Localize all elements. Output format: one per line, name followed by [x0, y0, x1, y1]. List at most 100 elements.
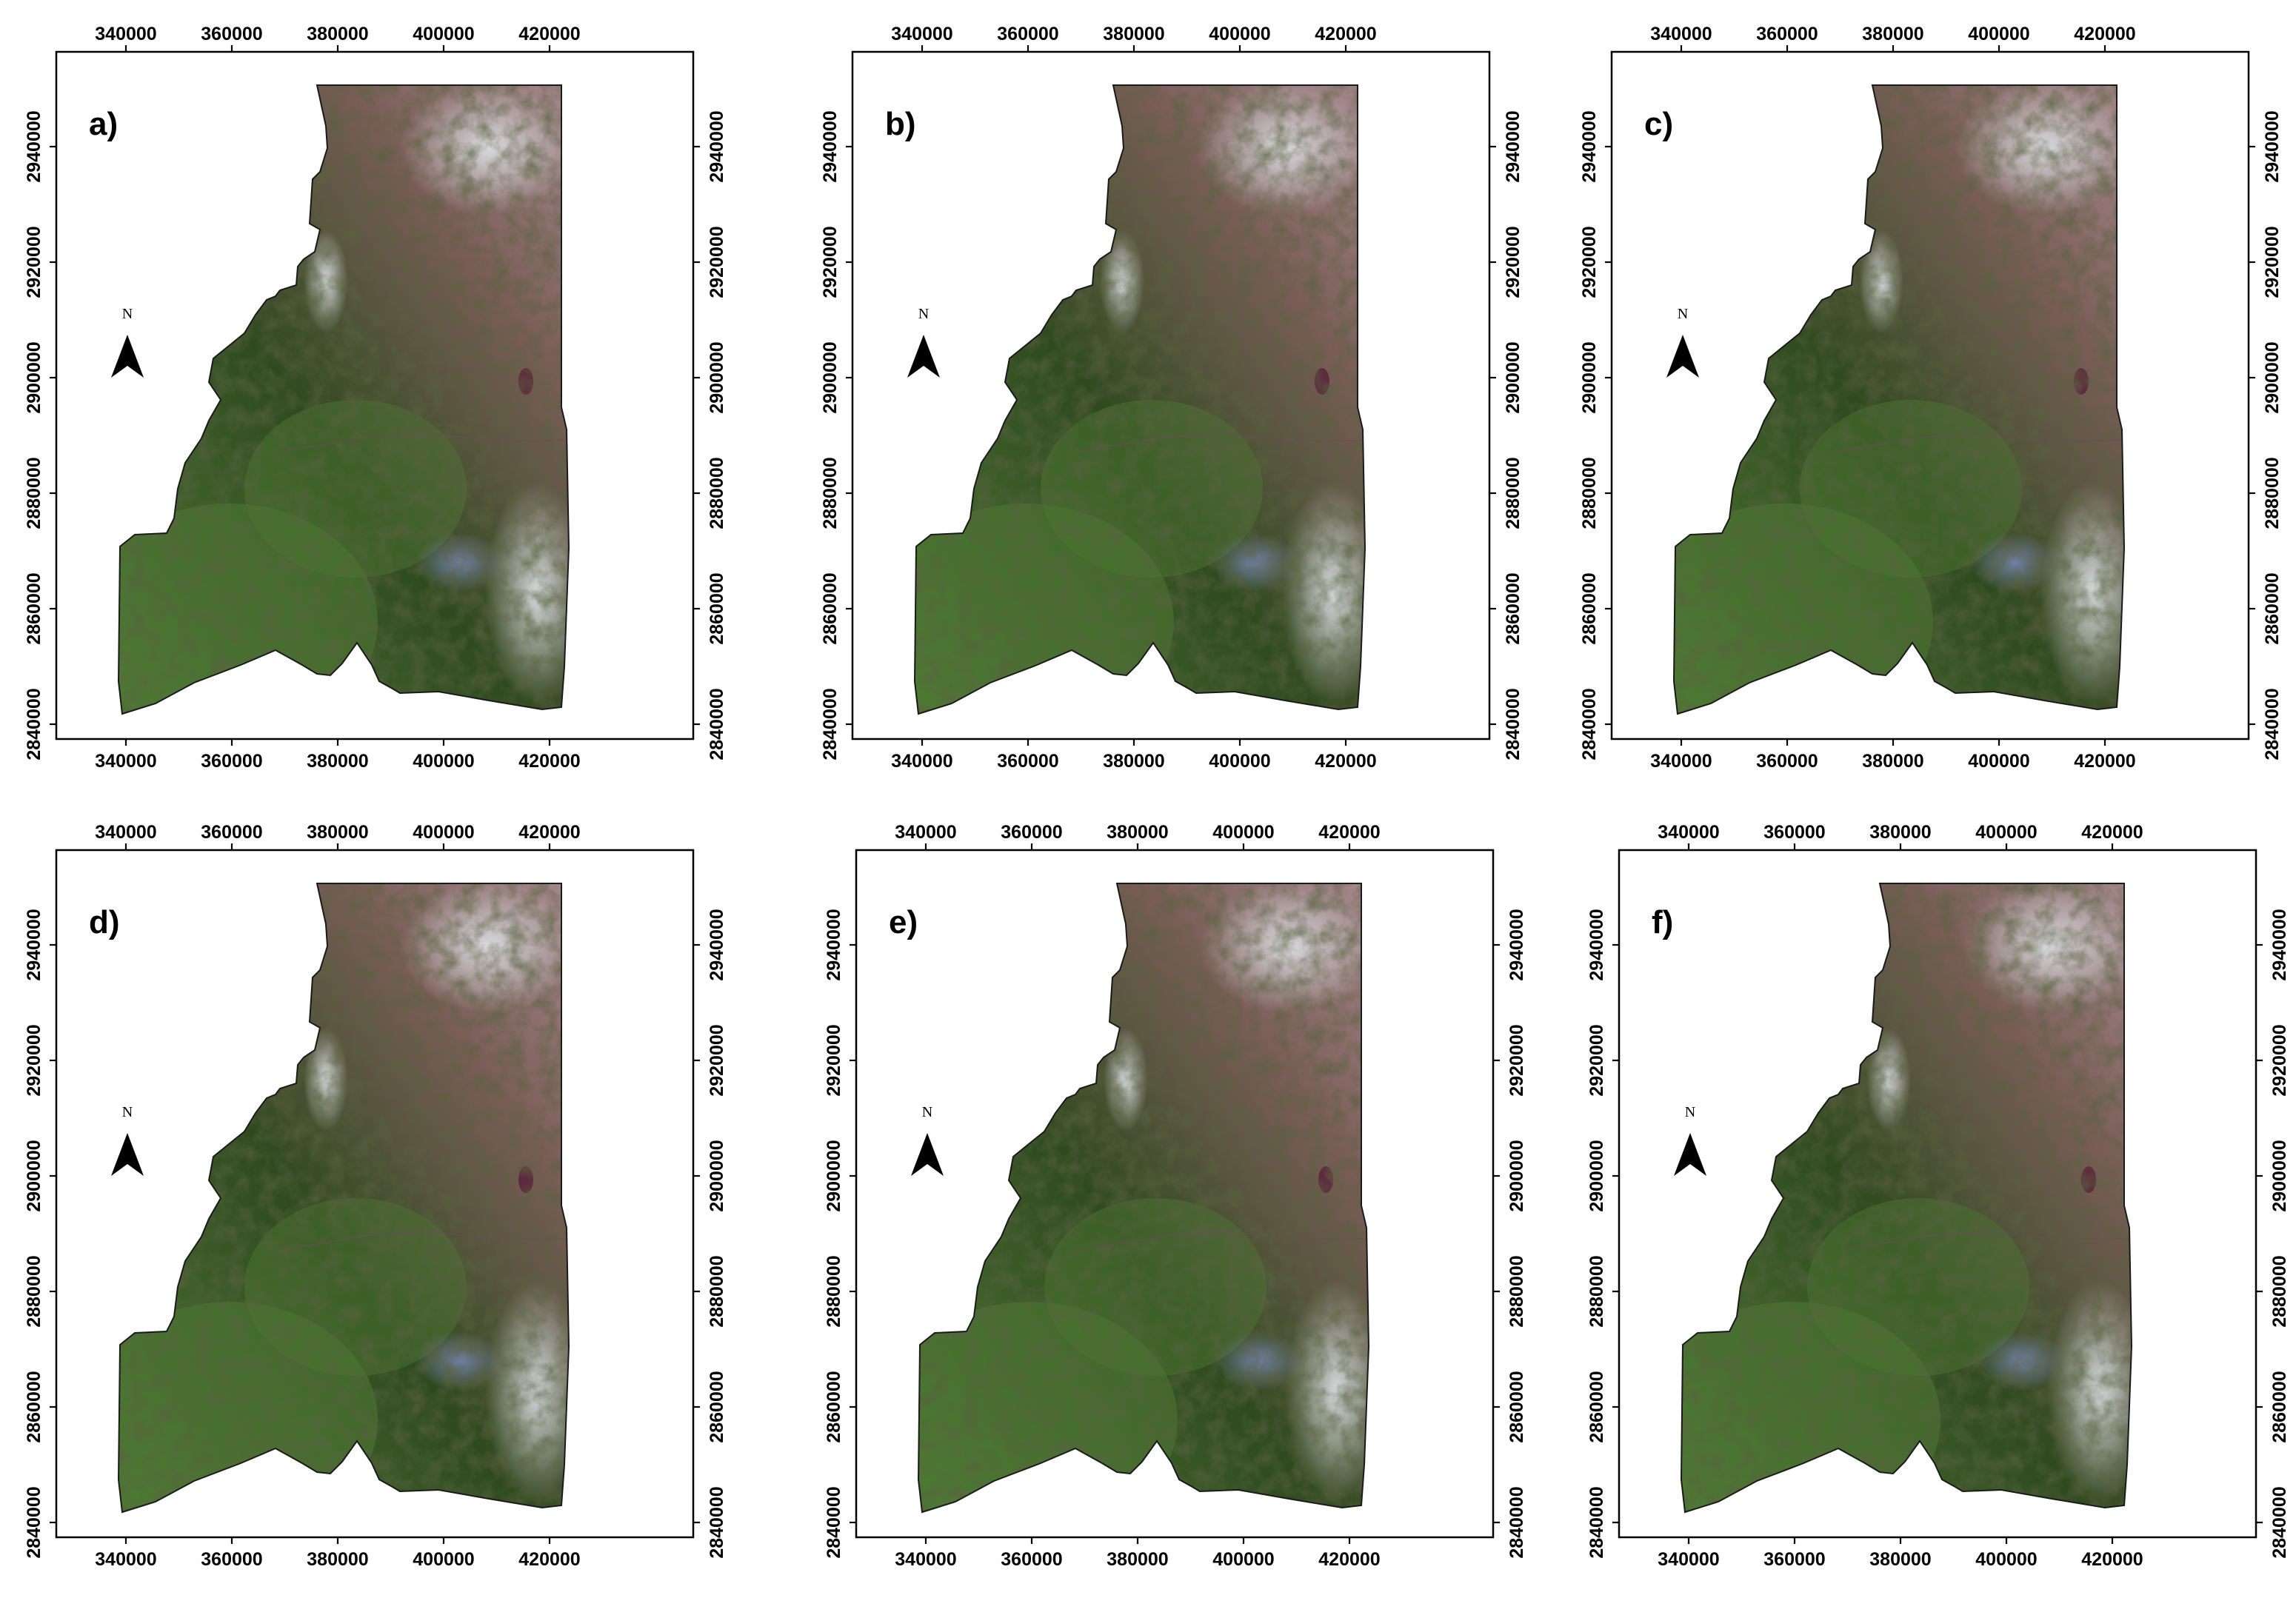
x-tick-label-bottom: 380000	[1869, 1549, 1931, 1570]
x-tick-label-bottom: 400000	[413, 1549, 474, 1570]
y-tick-label-left: 2900000	[24, 341, 44, 413]
x-tick-label-top: 380000	[307, 24, 368, 44]
map-panel-d: 340000 340000 360000 360000 380000 380000 4000…	[15, 813, 755, 1598]
y-tick-label-right: 2940000	[707, 909, 727, 980]
x-tick-label-bottom: 380000	[1107, 1549, 1168, 1570]
y-tick-label-left: 2840000	[820, 688, 841, 760]
x-tick-label-bottom: 420000	[2074, 751, 2135, 772]
y-tick-label-left: 2900000	[1586, 1140, 1607, 1211]
y-tick-label-right: 2900000	[2269, 1140, 2290, 1211]
x-tick-label-bottom: 360000	[997, 751, 1058, 772]
x-tick-label-bottom: 380000	[1103, 751, 1164, 772]
y-tick-label-right: 2920000	[707, 1024, 727, 1096]
study-area-boundary	[117, 883, 570, 1514]
y-tick-label-left: 2880000	[24, 1255, 44, 1327]
x-tick-label-top: 400000	[1975, 822, 2037, 843]
y-tick-label-right: 2840000	[2262, 688, 2283, 760]
y-tick-label-right: 2940000	[2262, 110, 2283, 182]
y-tick-label-left: 2880000	[824, 1255, 844, 1327]
y-tick-label-left: 2840000	[824, 1486, 844, 1558]
y-tick-label-right: 2900000	[707, 1140, 727, 1211]
x-tick-label-bottom: 420000	[1315, 751, 1376, 772]
y-tick-label-right: 2940000	[707, 110, 727, 182]
map-canvas: 340000 340000 360000 360000 380000 380000 4000…	[1579, 24, 2283, 772]
y-tick-label-right: 2880000	[707, 1255, 727, 1327]
y-tick-label-left: 2940000	[24, 110, 44, 182]
map-panel-e: 340000 340000 360000 360000 380000 380000 4000…	[815, 813, 1555, 1598]
x-tick-label-top: 340000	[95, 24, 156, 44]
map-canvas: 340000 340000 360000 360000 380000 380000 4000…	[24, 24, 727, 772]
x-tick-label-bottom: 380000	[307, 1549, 368, 1570]
y-tick-label-right: 2840000	[707, 1486, 727, 1558]
panel-label: a)	[89, 106, 118, 142]
north-arrow-icon: N	[1674, 1104, 1706, 1176]
x-tick-label-top: 400000	[1212, 822, 1274, 843]
y-tick-label-left: 2900000	[824, 1140, 844, 1211]
y-tick-label-left: 2880000	[820, 457, 841, 529]
y-tick-label-left: 2920000	[24, 226, 44, 298]
y-tick-label-left: 2900000	[24, 1140, 44, 1211]
y-tick-label-right: 2840000	[2269, 1486, 2290, 1558]
y-tick-label-right: 2920000	[2269, 1024, 2290, 1096]
x-tick-label-bottom: 400000	[1209, 751, 1270, 772]
north-arrow-icon: N	[911, 1104, 944, 1176]
x-tick-label-top: 360000	[1001, 822, 1062, 843]
y-tick-label-left: 2920000	[820, 226, 841, 298]
x-tick-label-top: 400000	[413, 822, 474, 843]
map-canvas: 340000 340000 360000 360000 380000 380000 4000…	[820, 24, 1524, 772]
map-panel-a: 340000 340000 360000 360000 380000 380000 4000…	[15, 15, 755, 800]
panel-label: c)	[1644, 106, 1673, 142]
y-tick-label-right: 2900000	[707, 341, 727, 413]
y-tick-label-right: 2920000	[707, 226, 727, 298]
y-tick-label-right: 2920000	[1503, 226, 1524, 298]
x-tick-label-top: 360000	[997, 24, 1058, 44]
x-tick-label-top: 400000	[413, 24, 474, 44]
y-tick-label-right: 2940000	[2269, 909, 2290, 980]
y-tick-label-left: 2840000	[1579, 688, 1600, 760]
x-tick-label-top: 420000	[2081, 822, 2143, 843]
study-area-boundary	[1680, 883, 2133, 1514]
x-tick-label-bottom: 420000	[2081, 1549, 2143, 1570]
panel-label: e)	[889, 904, 918, 940]
map-canvas: 340000 340000 360000 360000 380000 380000 4000…	[1586, 822, 2290, 1570]
y-tick-label-left: 2880000	[1579, 457, 1600, 529]
y-tick-label-left: 2900000	[820, 341, 841, 413]
y-tick-label-left: 2940000	[824, 909, 844, 980]
y-tick-label-right: 2900000	[1503, 341, 1524, 413]
y-tick-label-right: 2880000	[1503, 457, 1524, 529]
y-tick-label-left: 2920000	[1579, 226, 1600, 298]
x-tick-label-bottom: 340000	[895, 1549, 956, 1570]
x-tick-label-bottom: 400000	[1975, 1549, 2037, 1570]
x-tick-label-top: 340000	[891, 24, 952, 44]
panel-label: b)	[885, 106, 916, 142]
x-tick-label-bottom: 340000	[891, 751, 952, 772]
x-tick-label-bottom: 360000	[1001, 1549, 1062, 1570]
y-tick-label-right: 2920000	[2262, 226, 2283, 298]
x-tick-label-top: 420000	[518, 822, 580, 843]
x-tick-label-bottom: 420000	[518, 1549, 580, 1570]
map-canvas: 340000 340000 360000 360000 380000 380000 4000…	[824, 822, 1527, 1570]
x-tick-label-bottom: 340000	[95, 1549, 156, 1570]
x-tick-label-top: 340000	[1658, 822, 1719, 843]
x-tick-label-bottom: 400000	[413, 751, 474, 772]
y-tick-label-left: 2920000	[1586, 1024, 1607, 1096]
y-tick-label-right: 2840000	[1506, 1486, 1527, 1558]
y-tick-label-right: 2880000	[1506, 1255, 1527, 1327]
svg-text:N: N	[918, 306, 929, 322]
x-tick-label-top: 360000	[1763, 822, 1825, 843]
y-tick-label-left: 2840000	[1586, 1486, 1607, 1558]
y-tick-label-left: 2940000	[820, 110, 841, 182]
y-tick-label-left: 2920000	[824, 1024, 844, 1096]
svg-text:N: N	[122, 1104, 133, 1120]
study-area-boundary	[1672, 84, 2126, 715]
map-panel-f: 340000 340000 360000 360000 380000 380000 4000…	[1578, 813, 2296, 1598]
x-tick-label-bottom: 420000	[1318, 1549, 1380, 1570]
panel-label: d)	[89, 904, 120, 940]
y-tick-label-left: 2900000	[1579, 341, 1600, 413]
x-tick-label-bottom: 360000	[201, 1549, 262, 1570]
north-arrow-icon: N	[111, 306, 144, 378]
y-tick-label-left: 2940000	[1586, 909, 1607, 980]
x-tick-label-top: 380000	[1103, 24, 1164, 44]
y-tick-label-right: 2920000	[1506, 1024, 1527, 1096]
